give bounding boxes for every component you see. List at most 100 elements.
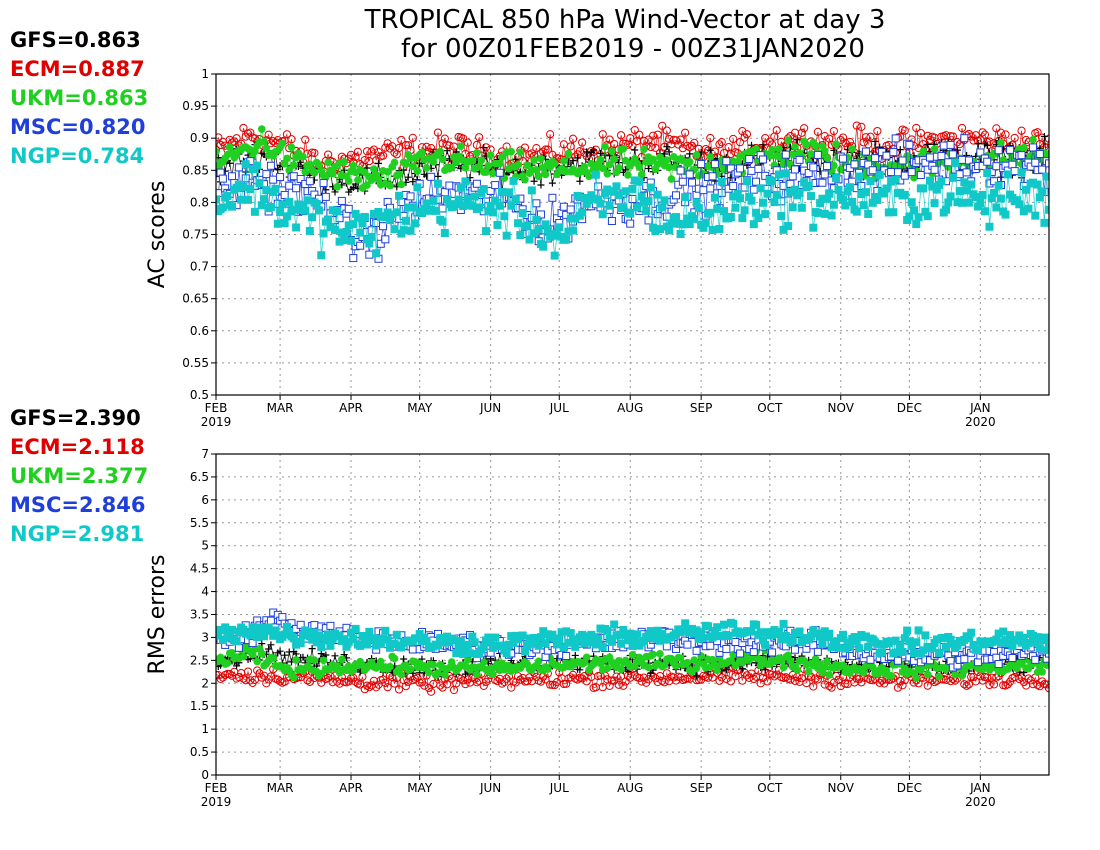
data-point bbox=[967, 672, 976, 682]
data-point bbox=[818, 640, 827, 649]
data-point bbox=[1042, 680, 1049, 689]
data-point bbox=[948, 150, 957, 159]
legend-entry-gfs: GFS=0.863 bbox=[10, 28, 141, 52]
data-point bbox=[347, 628, 356, 637]
y-tick-label: 0.7 bbox=[190, 260, 209, 274]
data-point bbox=[877, 648, 886, 657]
data-point bbox=[820, 209, 829, 218]
data-point bbox=[468, 201, 477, 210]
data-point bbox=[385, 643, 394, 652]
data-point bbox=[598, 210, 607, 219]
data-point bbox=[985, 222, 994, 231]
data-point bbox=[493, 220, 502, 229]
data-point bbox=[349, 220, 358, 229]
data-point bbox=[475, 133, 484, 142]
data-point bbox=[880, 189, 889, 198]
data-point bbox=[830, 161, 838, 170]
data-point bbox=[813, 127, 822, 136]
data-point bbox=[610, 155, 618, 163]
data-point bbox=[983, 142, 991, 150]
data-point bbox=[626, 219, 635, 228]
data-point bbox=[610, 139, 619, 149]
data-point bbox=[891, 134, 900, 143]
data-point bbox=[646, 183, 655, 192]
data-point bbox=[278, 613, 287, 622]
data-point bbox=[333, 182, 342, 191]
data-point bbox=[415, 678, 424, 687]
data-point bbox=[809, 682, 818, 691]
data-point bbox=[429, 158, 438, 166]
data-point bbox=[454, 195, 463, 204]
data-point bbox=[239, 183, 248, 192]
data-point bbox=[305, 226, 314, 235]
data-point bbox=[390, 225, 399, 234]
data-point bbox=[937, 177, 946, 186]
data-point bbox=[349, 666, 358, 675]
data-point bbox=[590, 146, 598, 154]
x-month-label: NOV bbox=[828, 401, 855, 415]
data-point bbox=[404, 173, 412, 181]
data-point bbox=[823, 194, 832, 203]
data-point bbox=[582, 632, 591, 641]
data-point bbox=[781, 150, 790, 159]
data-point bbox=[697, 159, 706, 168]
data-point bbox=[260, 632, 269, 641]
data-point bbox=[676, 135, 685, 144]
data-point bbox=[402, 160, 410, 168]
data-point bbox=[518, 209, 527, 218]
data-point bbox=[470, 638, 479, 647]
data-point bbox=[660, 678, 669, 687]
data-point bbox=[299, 653, 307, 661]
data-point bbox=[767, 670, 777, 679]
data-point bbox=[598, 130, 607, 139]
y-tick-label: 0.6 bbox=[190, 324, 209, 338]
data-point bbox=[820, 663, 829, 672]
data-point bbox=[463, 138, 472, 147]
data-point bbox=[335, 632, 344, 641]
data-point bbox=[585, 638, 594, 647]
data-point bbox=[406, 665, 415, 673]
data-point bbox=[781, 169, 790, 178]
data-point bbox=[326, 621, 335, 630]
data-point bbox=[662, 126, 671, 135]
data-point bbox=[678, 177, 687, 186]
data-point bbox=[319, 179, 328, 188]
data-point bbox=[324, 215, 333, 224]
data-point bbox=[722, 157, 731, 166]
data-point bbox=[603, 170, 612, 178]
data-point bbox=[383, 683, 392, 692]
data-point bbox=[774, 170, 783, 179]
data-point bbox=[907, 641, 916, 650]
series-ngp bbox=[216, 618, 1049, 659]
data-point bbox=[367, 232, 376, 241]
data-point bbox=[845, 183, 854, 192]
data-point bbox=[338, 655, 346, 664]
data-point bbox=[809, 163, 818, 172]
data-point bbox=[337, 228, 346, 237]
data-point bbox=[472, 179, 481, 188]
data-point bbox=[319, 656, 328, 665]
data-point bbox=[438, 155, 447, 164]
data-point bbox=[662, 642, 671, 651]
data-point bbox=[502, 674, 511, 683]
data-point bbox=[488, 643, 497, 652]
data-point bbox=[228, 625, 237, 634]
data-point bbox=[509, 638, 518, 647]
data-point bbox=[578, 630, 587, 639]
data-point bbox=[697, 628, 706, 637]
data-point bbox=[365, 239, 374, 248]
data-point bbox=[564, 227, 573, 236]
data-point bbox=[479, 681, 488, 690]
data-point bbox=[859, 201, 868, 210]
data-point bbox=[635, 163, 644, 172]
data-point bbox=[912, 123, 921, 133]
data-point bbox=[729, 134, 738, 144]
data-point bbox=[253, 657, 261, 666]
data-point bbox=[898, 156, 907, 165]
y-tick-label: 1.5 bbox=[190, 699, 209, 713]
x-month-label: AUG bbox=[617, 401, 643, 415]
data-point bbox=[964, 680, 974, 689]
data-point bbox=[678, 627, 687, 636]
y-tick-label: 3 bbox=[201, 630, 209, 644]
data-point bbox=[948, 132, 957, 141]
